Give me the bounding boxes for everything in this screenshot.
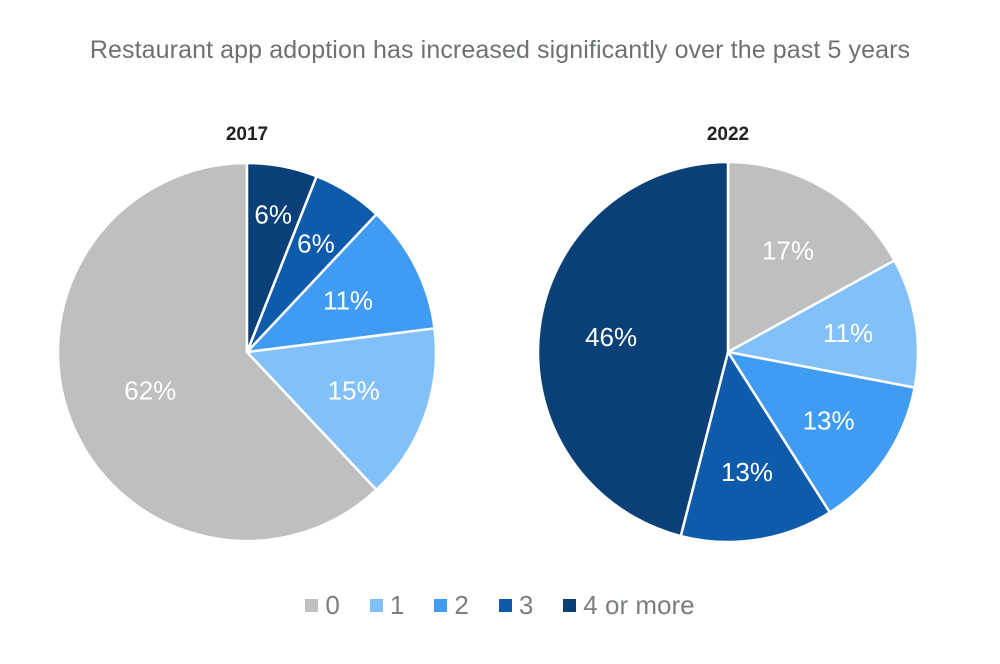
slice-2022-3 [679, 350, 832, 544]
slice-2022-1 [726, 259, 920, 389]
slice-2017-2 [245, 212, 436, 354]
legend-item-0: 0 [305, 590, 340, 621]
chart-title: Restaurant app adoption has increased si… [89, 36, 911, 64]
legend-item-2: 2 [434, 590, 469, 621]
legend-item-1: 1 [369, 590, 405, 621]
legend-label: 2 [454, 590, 469, 620]
slice-2022-0 [726, 160, 896, 354]
legend-swatch [434, 599, 448, 612]
legend-swatch [498, 599, 512, 612]
legend-label: 0 [325, 590, 340, 620]
slice-label-2022-1: 11% [823, 318, 873, 348]
legend-swatch [369, 599, 383, 612]
slice-2017-0 [56, 161, 378, 543]
legend-item-3: 3 [498, 590, 534, 621]
slice-label-2022-4-or-more: 46% [585, 322, 637, 352]
slice-label-2017-0: 62% [124, 375, 176, 405]
slice-label-2022-2: 13% [803, 405, 855, 435]
slice-label-2017-4-or-more: 6% [254, 200, 292, 230]
pie-2022: 2022 17% 11% 13% 13% 46% [536, 124, 920, 544]
legend-label: 3 [518, 590, 534, 620]
slice-label-2017-3: 6% [297, 229, 335, 259]
legend-item-4-or-more: 4 or more [563, 590, 695, 621]
slice-label-2017-2: 11% [323, 286, 373, 316]
slice-label-2022-3: 13% [721, 457, 773, 487]
slice-label-2022-0: 17% [762, 236, 814, 266]
slice-2017-4-or-more [245, 161, 318, 354]
slice-2022-2 [726, 350, 916, 514]
legend-swatch [563, 599, 577, 612]
pie-2017: 2017 62% 15% 11% 6%6% [56, 124, 438, 543]
legend-label: 4 or more [583, 590, 695, 620]
legend-swatch [305, 599, 319, 612]
slice-label-2017-1: 15% [328, 375, 380, 405]
legend: 0 1 2 3 4 or more [0, 590, 1000, 621]
slice-2017-1 [245, 327, 438, 492]
pie-title-2022: 2022 [707, 124, 749, 145]
pie-charts: 2017 62% 15% 11% 6%6% 2022 17% 11% 13% 13% 46% [56, 124, 920, 544]
pie-title-2017: 2017 [226, 124, 268, 145]
legend-label: 1 [389, 590, 405, 620]
slice-2022-4-or-more [536, 160, 730, 538]
